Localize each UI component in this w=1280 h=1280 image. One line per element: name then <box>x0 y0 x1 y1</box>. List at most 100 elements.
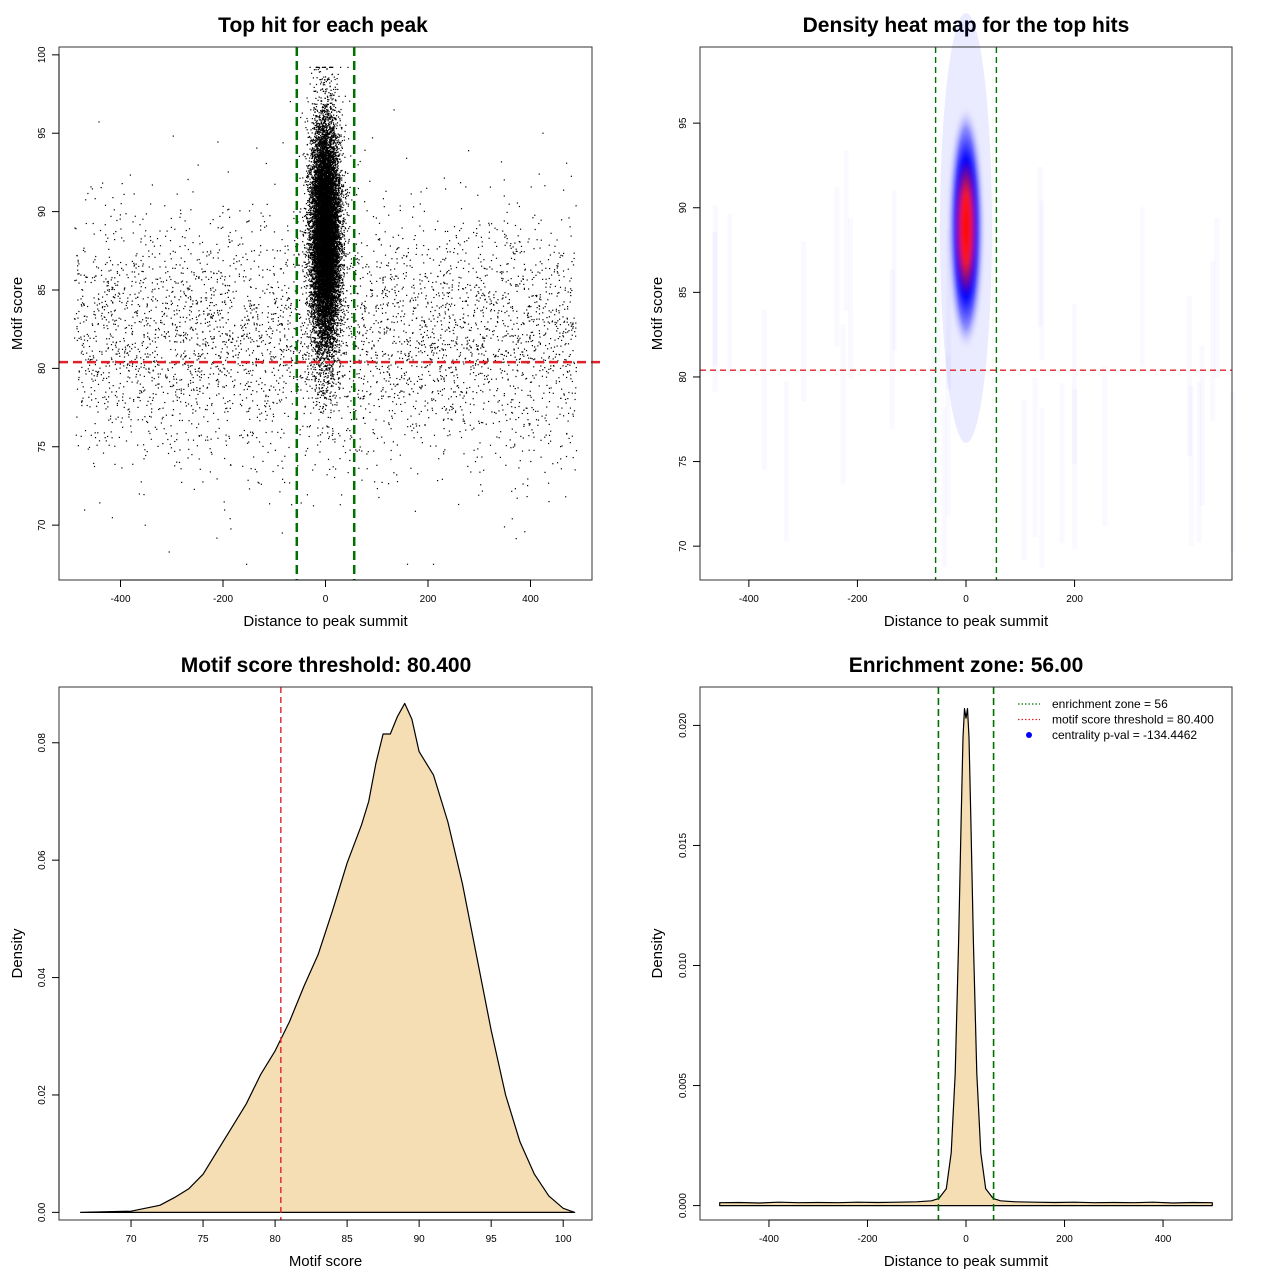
scatter-point <box>381 307 383 310</box>
scatter-point <box>351 199 353 201</box>
scatter-point <box>413 437 415 439</box>
scatter-point <box>307 365 309 367</box>
scatter-point <box>262 215 264 217</box>
scatter-point <box>530 315 532 318</box>
scatter-point <box>125 304 127 307</box>
scatter-point <box>373 323 375 325</box>
scatter-point <box>96 371 98 373</box>
scatter-point <box>489 389 491 391</box>
scatter-point <box>432 391 434 393</box>
scatter-point <box>180 334 182 336</box>
scatter-point <box>180 281 182 283</box>
scatter-point <box>487 359 489 361</box>
scatter-point <box>221 293 223 295</box>
scatter-point <box>517 370 519 372</box>
scatter-point <box>440 320 442 322</box>
scatter-point <box>496 336 499 338</box>
scatter-point <box>376 357 378 359</box>
scatter-point <box>253 250 255 252</box>
scatter-point <box>338 300 340 302</box>
scatter-point <box>438 313 440 315</box>
scatter-point <box>412 391 414 393</box>
scatter-point <box>486 328 488 330</box>
scatter-point <box>381 320 383 322</box>
scatter-point <box>399 341 401 343</box>
scatter-point <box>116 219 118 222</box>
scatter-point <box>331 354 333 356</box>
scatter-point <box>456 343 458 345</box>
scatter-point <box>131 325 133 327</box>
scatter-point <box>513 267 515 269</box>
scatter-point <box>376 361 378 363</box>
scatter-point <box>183 363 186 365</box>
scatter-point <box>373 345 375 347</box>
scatter-point <box>422 230 425 232</box>
scatter-point <box>309 297 312 299</box>
scatter-point <box>125 348 127 350</box>
scatter-point <box>371 282 373 284</box>
scatter-point <box>84 251 86 253</box>
scatter-point <box>426 277 428 279</box>
scatter-point <box>283 432 285 434</box>
scatter-point <box>518 467 520 469</box>
scatter-point <box>150 239 152 242</box>
scatter-point <box>348 192 351 194</box>
scatter-point <box>229 330 231 332</box>
scatter-point <box>450 405 452 408</box>
scatter-point <box>349 366 352 368</box>
scatter-point <box>312 407 315 409</box>
scatter-point <box>243 369 245 371</box>
scatter-point <box>437 480 439 482</box>
scatter-point <box>489 444 492 446</box>
scatter-point <box>432 281 434 284</box>
scatter-point <box>291 359 294 362</box>
scatter-point <box>564 398 567 400</box>
scatter-point <box>524 531 526 533</box>
scatter-point <box>106 325 108 327</box>
scatter-point <box>170 226 172 228</box>
scatter-point <box>175 378 178 380</box>
scatter-point <box>342 365 344 367</box>
scatter-point <box>151 282 153 284</box>
scatter-point <box>82 397 84 399</box>
scatter-point <box>434 309 436 312</box>
scatter-point <box>229 336 231 338</box>
scatter-point <box>211 316 213 319</box>
scatter-point <box>174 251 176 253</box>
scatter-point <box>337 265 339 267</box>
scatter-point <box>248 319 250 322</box>
scatter-point <box>497 315 499 318</box>
scatter-point <box>97 308 99 310</box>
scatter-point <box>198 277 200 279</box>
scatter-point <box>535 311 537 313</box>
scatter-point <box>224 285 227 287</box>
scatter-point <box>394 292 396 294</box>
scatter-point <box>299 299 301 301</box>
scatter-point <box>492 330 494 333</box>
scatter-point <box>114 463 116 465</box>
scatter-point <box>362 317 364 319</box>
scatter-point <box>345 351 347 353</box>
scatter-point <box>409 351 411 353</box>
scatter-point <box>239 243 241 245</box>
scatter-point <box>540 456 542 458</box>
scatter-point <box>388 483 390 485</box>
scatter-point <box>409 337 411 339</box>
scatter-point <box>306 301 308 303</box>
scatter-point <box>323 366 325 368</box>
scatter-point <box>395 251 397 253</box>
scatter-point <box>138 321 140 323</box>
scatter-point <box>189 365 192 367</box>
scatter-point <box>114 277 116 279</box>
scatter-point <box>410 380 412 382</box>
scatter-point <box>370 274 372 276</box>
scatter-point <box>190 297 192 299</box>
scatter-point <box>150 309 152 311</box>
scatter-point <box>144 416 146 418</box>
scatter-point <box>222 341 224 343</box>
scatter-point <box>282 365 285 367</box>
scatter-point <box>466 340 468 342</box>
scatter-point <box>523 348 526 350</box>
scatter-point <box>294 362 296 364</box>
scatter-point <box>250 278 252 280</box>
